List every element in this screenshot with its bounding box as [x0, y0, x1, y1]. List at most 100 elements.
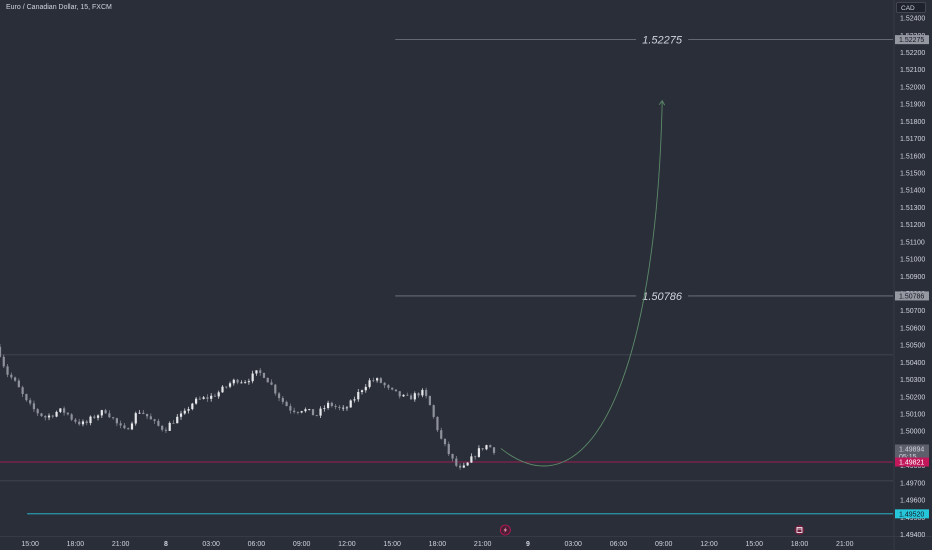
- candle-body: [281, 398, 284, 402]
- price-tick-label: 1.49600: [900, 498, 925, 505]
- level-price-tag: [895, 291, 929, 301]
- candle-body: [334, 405, 337, 407]
- candle-body: [21, 387, 24, 395]
- candle-body: [70, 414, 73, 420]
- candle-body: [474, 456, 477, 458]
- candle-body: [221, 386, 224, 393]
- candle-body: [179, 413, 183, 417]
- price-tick-label: 1.50000: [900, 429, 925, 436]
- price-tick-label: 1.51900: [900, 102, 925, 109]
- candle-body: [134, 413, 137, 424]
- candle-body: [402, 394, 405, 397]
- candle-body: [2, 356, 5, 367]
- candle-body: [338, 406, 341, 408]
- candle-body: [85, 421, 88, 424]
- candle-body: [176, 416, 179, 424]
- candle-body: [240, 382, 243, 384]
- candle-body: [236, 379, 239, 383]
- candle-body: [458, 465, 462, 468]
- time-tick-label: 18:00: [791, 541, 809, 548]
- candle-body: [489, 445, 492, 448]
- candle-body: [357, 392, 360, 400]
- candle-body: [123, 425, 126, 429]
- projection-curve[interactable]: [500, 100, 663, 467]
- candle-body: [145, 413, 149, 417]
- price-tick-label: 1.49700: [900, 480, 925, 487]
- price-tick-label: 1.50400: [900, 360, 925, 367]
- candle-body: [115, 418, 119, 424]
- level-label: 1.52275: [642, 35, 683, 47]
- candle-body: [78, 421, 81, 425]
- candle-body: [376, 378, 379, 381]
- candle-body: [425, 389, 428, 396]
- candle-body: [198, 398, 201, 400]
- candle-body: [157, 420, 160, 426]
- flash-event-icon[interactable]: [499, 524, 511, 536]
- time-tick-label: 9: [526, 541, 530, 548]
- candle-body: [398, 391, 401, 397]
- bid-price-tag: [895, 457, 929, 467]
- time-tick-label: 15:00: [745, 541, 763, 548]
- candle-body: [481, 448, 484, 450]
- candle-body: [63, 408, 66, 413]
- time-tick-label: 06:00: [610, 541, 628, 548]
- candle-body: [285, 401, 288, 407]
- candle-body: [440, 430, 443, 439]
- candle-body: [432, 405, 435, 417]
- candle-body: [406, 394, 409, 396]
- time-tick-label: 18:00: [429, 541, 447, 548]
- candle-body: [149, 416, 152, 420]
- price-tick-label: 1.50100: [900, 412, 925, 419]
- price-tick-label: 1.50300: [900, 377, 925, 384]
- ask-price-tag: [895, 444, 929, 462]
- candle-body: [17, 380, 20, 388]
- candle-body: [153, 419, 156, 421]
- candle-body: [255, 370, 258, 374]
- candle-body: [89, 416, 92, 424]
- price-tick-label: 1.51500: [900, 171, 925, 178]
- candle-body: [451, 454, 454, 459]
- price-tick-label: 1.52100: [900, 67, 925, 74]
- bar-countdown-text: 05:15: [899, 454, 917, 461]
- candle-body: [308, 409, 311, 410]
- candle-body: [55, 411, 58, 417]
- candle-body: [342, 407, 345, 409]
- time-tick-label: 15:00: [383, 541, 401, 548]
- level-price-tag-text: 1.52275: [899, 37, 924, 44]
- candle-body: [130, 423, 134, 430]
- price-tick-label: 1.52000: [900, 84, 925, 91]
- time-tick-label: 12:00: [338, 541, 356, 548]
- candle-body: [311, 409, 315, 416]
- currency-selector[interactable]: CAD: [896, 2, 926, 13]
- candle-body: [270, 382, 273, 385]
- candle-body: [96, 415, 100, 418]
- price-tick-label: 1.51000: [900, 257, 925, 264]
- candle-body: [29, 400, 32, 404]
- candle-body: [108, 413, 111, 418]
- candle-body: [372, 380, 375, 382]
- bid-price-text: 1.49821: [899, 460, 924, 467]
- candle-body: [100, 410, 103, 416]
- candle-body: [315, 415, 318, 416]
- candle-body: [387, 385, 390, 388]
- time-tick-label: 03:00: [564, 541, 582, 548]
- candle-body: [428, 395, 432, 406]
- price-tick-label: 1.51100: [900, 239, 925, 246]
- candle-body: [296, 412, 300, 413]
- candle-body: [93, 416, 96, 418]
- level-label-bg: [636, 33, 689, 46]
- candle-body: [217, 392, 220, 397]
- price-tick-label: 1.51600: [900, 153, 925, 160]
- candle-body: [485, 445, 488, 450]
- calendar-event-icon[interactable]: [794, 525, 805, 535]
- candle-body: [447, 444, 450, 455]
- candle-body: [32, 403, 36, 410]
- symbol-title[interactable]: Euro / Canadian Dollar, 15, FXCM: [6, 4, 112, 11]
- candle-body: [172, 422, 175, 424]
- ask-price-text: 1.49894: [899, 446, 924, 453]
- price-tick-label: 1.51400: [900, 188, 925, 195]
- price-tick-label: 1.51200: [900, 222, 925, 229]
- candle-body: [266, 377, 269, 383]
- candle-body: [293, 410, 296, 413]
